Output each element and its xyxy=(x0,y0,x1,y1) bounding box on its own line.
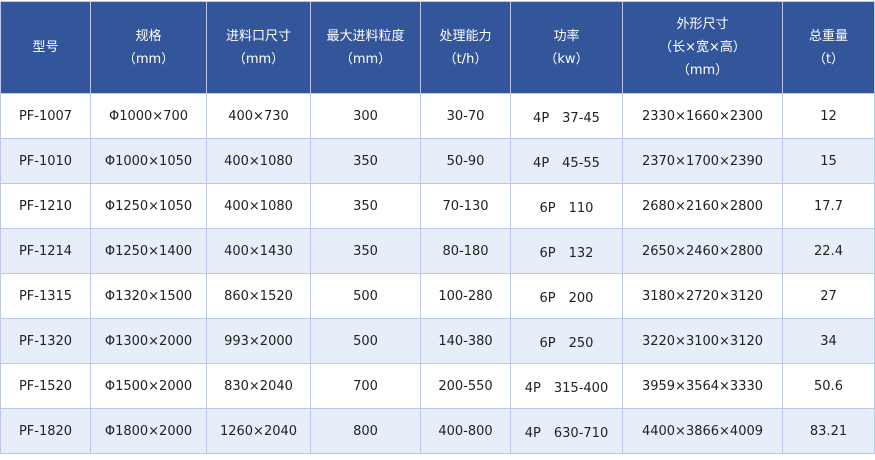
header-line: 总重量 xyxy=(808,28,848,44)
cell-max-feed-size: 350 xyxy=(310,228,421,274)
cell-feed-opening: 860×1520 xyxy=(206,273,311,319)
cell-power: 4P 630-710 xyxy=(510,408,623,454)
cell-capacity: 70-130 xyxy=(420,183,511,229)
cell-feed-opening: 993×2000 xyxy=(206,318,311,364)
cell-model: PF-1010 xyxy=(0,138,91,184)
header-capacity: 处理能力 （t/h） xyxy=(420,1,511,94)
header-line: 外形尺寸 xyxy=(676,17,729,32)
cell-feed-opening: 400×1430 xyxy=(206,228,311,274)
cell-weight: 15 xyxy=(782,138,875,184)
cell-power: 4P 37-45 xyxy=(510,93,623,139)
cell-weight: 27 xyxy=(782,273,875,319)
cell-dimensions: 3220×3100×3120 xyxy=(622,318,783,364)
cell-model: PF-1007 xyxy=(0,93,91,139)
cell-spec: Φ1800×2000 xyxy=(90,408,207,454)
table-row: PF-1520 Φ1500×2000 830×2040 700 200-550 4P 31… xyxy=(0,363,875,409)
header-line: 型号 xyxy=(32,40,59,55)
cell-weight: 22.4 xyxy=(782,228,875,274)
cell-weight: 17.7 xyxy=(782,183,875,229)
cell-power: 4P 45-55 xyxy=(510,138,623,184)
header-line: （mm） xyxy=(676,63,729,78)
header-max-feed-size: 最大进料粒度 （mm） xyxy=(310,1,421,94)
header-line: （t） xyxy=(812,51,845,67)
cell-dimensions: 3959×3564×3330 xyxy=(622,363,783,409)
cell-model: PF-1320 xyxy=(0,318,91,364)
cell-model: PF-1214 xyxy=(0,228,91,274)
table-row: PF-1007 Φ1000×700 400×730 300 30-70 4P 37-45 2… xyxy=(0,93,875,139)
header-spec: 规格 （mm） xyxy=(90,1,207,94)
cell-spec: Φ1000×1050 xyxy=(90,138,207,184)
cell-weight: 50.6 xyxy=(782,363,875,409)
header-line: 规格 xyxy=(135,28,162,44)
header-weight: 总重量 （t） xyxy=(782,1,875,94)
header-line: （t/h） xyxy=(443,51,488,67)
cell-capacity: 200-550 xyxy=(420,363,511,409)
table-row: PF-1010 Φ1000×1050 400×1080 350 50-90 4P 45-5… xyxy=(0,138,875,184)
cell-feed-opening: 400×1080 xyxy=(206,138,311,184)
cell-power: 6P 200 xyxy=(510,273,623,319)
cell-max-feed-size: 800 xyxy=(310,408,421,454)
cell-dimensions: 2370×1700×2390 xyxy=(622,138,783,184)
cell-max-feed-size: 300 xyxy=(310,93,421,139)
header-line: 功率 xyxy=(553,28,580,44)
cell-capacity: 30-70 xyxy=(420,93,511,139)
cell-power: 4P 315-400 xyxy=(510,363,623,409)
cell-capacity: 400-800 xyxy=(420,408,511,454)
cell-max-feed-size: 500 xyxy=(310,318,421,364)
cell-spec: Φ1000×700 xyxy=(90,93,207,139)
table-row: PF-1210 Φ1250×1050 400×1080 350 70-130 6P 110… xyxy=(0,183,875,229)
cell-model: PF-1520 xyxy=(0,363,91,409)
cell-spec: Φ1250×1050 xyxy=(90,183,207,229)
cell-dimensions: 2680×2160×2800 xyxy=(622,183,783,229)
header-power: 功率 （kw） xyxy=(510,1,623,94)
cell-feed-opening: 830×2040 xyxy=(206,363,311,409)
cell-max-feed-size: 350 xyxy=(310,183,421,229)
header-dimensions: 外形尺寸 （长×宽×高） （mm） xyxy=(622,1,783,94)
cell-capacity: 50-90 xyxy=(420,138,511,184)
header-line: （mm） xyxy=(339,51,392,67)
cell-model: PF-1820 xyxy=(0,408,91,454)
cell-capacity: 140-380 xyxy=(420,318,511,364)
cell-model: PF-1315 xyxy=(0,273,91,319)
header-line: 处理能力 xyxy=(439,28,492,44)
cell-power: 6P 250 xyxy=(510,318,623,364)
cell-spec: Φ1500×2000 xyxy=(90,363,207,409)
cell-feed-opening: 1260×2040 xyxy=(206,408,311,454)
cell-dimensions: 4400×3866×4009 xyxy=(622,408,783,454)
cell-dimensions: 2330×1660×2300 xyxy=(622,93,783,139)
cell-weight: 83.21 xyxy=(782,408,875,454)
table-row: PF-1315 Φ1320×1500 860×1520 500 100-280 6P 20… xyxy=(0,273,875,319)
table-row: PF-1320 Φ1300×2000 993×2000 500 140-380 6P 25… xyxy=(0,318,875,364)
cell-spec: Φ1300×2000 xyxy=(90,318,207,364)
cell-dimensions: 2650×2460×2800 xyxy=(622,228,783,274)
header-line: 进料口尺寸 xyxy=(225,28,291,44)
cell-feed-opening: 400×1080 xyxy=(206,183,311,229)
cell-capacity: 80-180 xyxy=(420,228,511,274)
cell-weight: 12 xyxy=(782,93,875,139)
cell-dimensions: 3180×2720×3120 xyxy=(622,273,783,319)
header-line: （mm） xyxy=(232,51,285,67)
table-row: PF-1214 Φ1250×1400 400×1430 350 80-180 6P 132… xyxy=(0,228,875,274)
header-line: （kw） xyxy=(544,51,589,67)
cell-power: 6P 110 xyxy=(510,183,623,229)
cell-max-feed-size: 700 xyxy=(310,363,421,409)
table-row: PF-1820 Φ1800×2000 1260×2040 800 400-800 4P 6… xyxy=(0,408,875,454)
header-line: 最大进料粒度 xyxy=(326,28,405,44)
cell-weight: 34 xyxy=(782,318,875,364)
cell-capacity: 100-280 xyxy=(420,273,511,319)
cell-spec: Φ1250×1400 xyxy=(90,228,207,274)
cell-max-feed-size: 350 xyxy=(310,138,421,184)
header-feed-opening: 进料口尺寸 （mm） xyxy=(206,1,311,94)
header-model: 型号 xyxy=(0,1,91,94)
cell-spec: Φ1320×1500 xyxy=(90,273,207,319)
header-line: （长×宽×高） xyxy=(659,40,746,55)
header-row: 型号 规格 （mm） 进料口尺寸 （mm） 最大进料粒度 （mm） 处理能力 （t/h） 功率 （k… xyxy=(0,1,875,94)
cell-feed-opening: 400×730 xyxy=(206,93,311,139)
cell-max-feed-size: 500 xyxy=(310,273,421,319)
cell-power: 6P 132 xyxy=(510,228,623,274)
header-line: （mm） xyxy=(122,51,175,67)
cell-model: PF-1210 xyxy=(0,183,91,229)
